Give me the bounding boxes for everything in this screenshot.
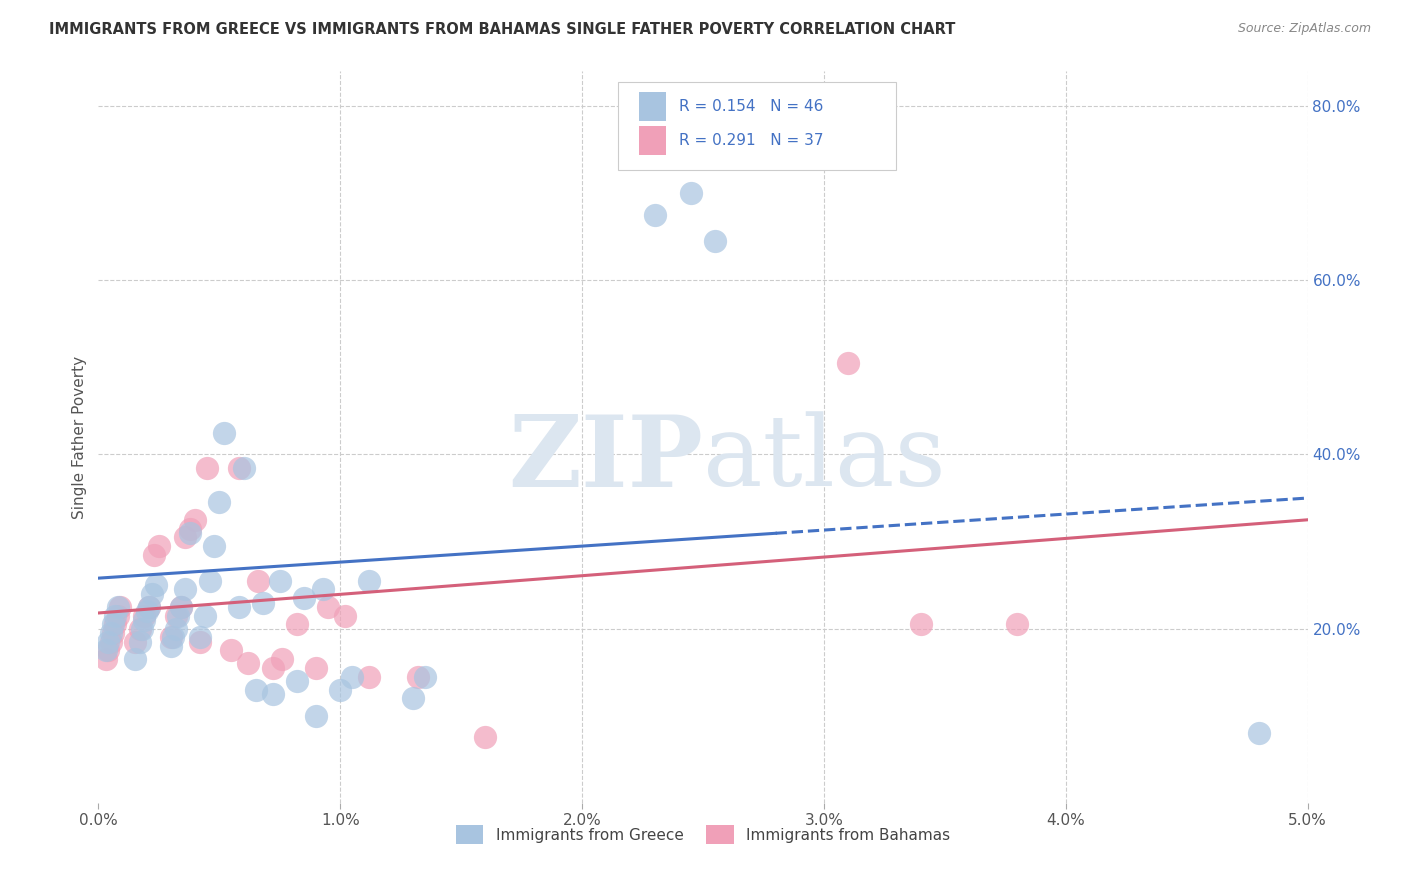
Point [269,574,291,588]
Point [124,634,146,648]
Point [101,617,124,632]
Point [252,595,274,609]
Point [128,634,150,648]
Point [174,530,197,544]
Point [143,548,166,562]
Point [402,691,425,706]
Point [333,608,356,623]
Text: R = 0.154   N = 46: R = 0.154 N = 46 [679,99,823,114]
Point [406,669,429,683]
FancyBboxPatch shape [619,82,897,170]
Point [194,608,217,623]
Point [160,631,183,645]
Point [148,539,170,553]
Point [107,599,129,614]
Point [179,521,201,535]
Point [329,682,352,697]
Point [232,460,254,475]
Point [704,234,727,248]
Point [221,643,243,657]
Point [285,617,308,632]
Point [247,574,270,588]
Point [474,731,496,745]
Point [128,622,150,636]
Point [910,617,932,632]
Text: atlas: atlas [703,411,946,507]
Point [342,669,364,683]
Point [208,495,231,509]
Point [97,634,120,648]
Point [1249,726,1271,740]
Point [165,608,187,623]
Point [94,652,117,666]
Point [198,574,221,588]
Point [104,617,127,632]
Point [169,599,191,614]
Point [162,631,184,645]
Text: IMMIGRANTS FROM GREECE VS IMMIGRANTS FROM BAHAMAS SINGLE FATHER POVERTY CORRELAT: IMMIGRANTS FROM GREECE VS IMMIGRANTS FRO… [49,22,956,37]
Point [141,587,163,601]
FancyBboxPatch shape [638,126,665,155]
Y-axis label: Single Father Poverty: Single Father Poverty [72,356,87,518]
Point [94,643,117,657]
Point [188,634,211,648]
Point [165,622,187,636]
Point [413,669,436,683]
Point [305,661,328,675]
Point [100,626,122,640]
Point [160,639,183,653]
Point [184,513,207,527]
Text: ZIP: ZIP [508,410,703,508]
Point [195,460,218,475]
Point [644,208,666,222]
Point [1007,617,1029,632]
Text: R = 0.291   N = 37: R = 0.291 N = 37 [679,133,824,148]
Point [108,599,131,614]
Point [188,631,211,645]
Point [138,599,160,614]
Point [228,460,250,475]
Point [228,599,250,614]
Text: Source: ZipAtlas.com: Source: ZipAtlas.com [1237,22,1371,36]
Point [305,708,328,723]
Point [97,643,120,657]
Point [204,539,226,553]
Point [262,661,284,675]
Point [101,626,124,640]
Point [316,599,339,614]
Point [169,599,191,614]
Point [135,604,157,618]
Point [312,582,335,597]
Point [100,634,122,648]
Point [131,622,153,636]
Point [167,608,190,623]
Legend: Immigrants from Greece, Immigrants from Bahamas: Immigrants from Greece, Immigrants from … [450,819,956,850]
Point [124,652,146,666]
Point [359,669,381,683]
Point [679,186,702,201]
Point [359,574,381,588]
FancyBboxPatch shape [638,92,665,121]
Point [145,578,167,592]
Point [238,657,260,671]
Point [138,599,160,614]
Point [134,613,156,627]
Point [179,525,201,540]
Point [245,682,267,697]
Point [271,652,294,666]
Point [837,356,859,370]
Point [285,673,308,688]
Point [262,687,284,701]
Point [212,425,235,440]
Point [107,608,129,623]
Point [104,608,127,623]
Point [134,608,156,623]
Point [292,591,315,606]
Point [174,582,197,597]
